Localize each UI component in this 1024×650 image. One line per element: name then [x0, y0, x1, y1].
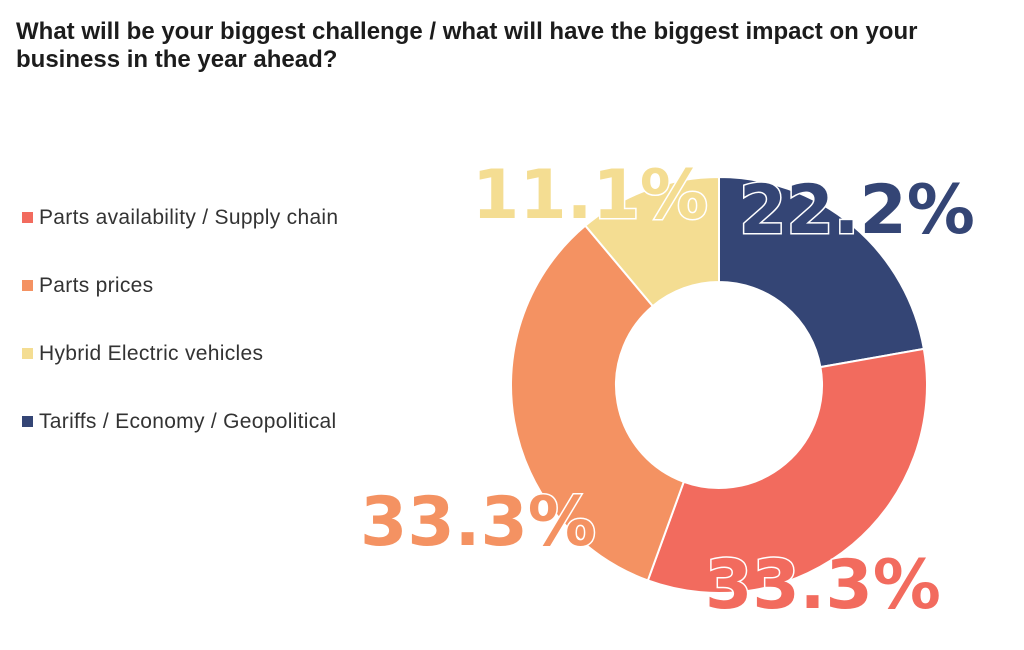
- data-label-hybrid-electric: 11.1%: [472, 156, 708, 235]
- legend-label-hybrid-electric: Hybrid Electric vehicles: [39, 342, 264, 365]
- legend-item-tariffs: Tariffs / Economy / Geopolitical: [22, 410, 337, 434]
- legend-label-parts-availability: Parts availability / Supply chain: [39, 206, 339, 229]
- slice-hybrid-electric: [583, 175, 720, 308]
- donut-slices: [510, 175, 928, 594]
- legend-item-hybrid-electric: Hybrid Electric vehicles: [22, 342, 263, 366]
- legend-swatch-hybrid-electric: [22, 348, 33, 359]
- data-label-tariffs: 22.2%: [739, 171, 975, 250]
- slice-parts-prices: [510, 224, 686, 582]
- legend-item-parts-prices: Parts prices: [22, 274, 153, 298]
- legend-label-tariffs: Tariffs / Economy / Geopolitical: [39, 410, 337, 433]
- chart-title: What will be your biggest challenge / wh…: [16, 18, 918, 73]
- slice-parts-availability: [646, 347, 928, 594]
- legend-swatch-tariffs: [22, 416, 33, 427]
- legend-item-parts-availability: Parts availability / Supply chain: [22, 206, 338, 230]
- data-label-parts-availability: 33.3%: [705, 546, 941, 625]
- legend-swatch-parts-availability: [22, 212, 33, 223]
- legend-swatch-parts-prices: [22, 280, 33, 291]
- slice-tariffs: [718, 175, 925, 369]
- data-label-parts-prices: 33.3%: [360, 483, 596, 562]
- legend-label-parts-prices: Parts prices: [39, 274, 154, 297]
- data-labels: 11.1% 22.2% 33.3% 33.3%: [359, 155, 977, 627]
